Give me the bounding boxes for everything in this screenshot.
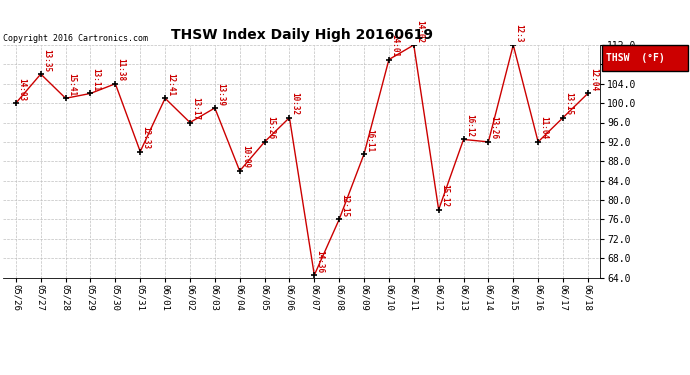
Text: 10:32: 10:32 [290, 92, 299, 116]
Text: 14:03: 14:03 [17, 78, 26, 101]
Text: 16:12: 16:12 [465, 114, 474, 137]
Text: 15:26: 15:26 [266, 116, 275, 140]
Text: 14:36: 14:36 [315, 250, 324, 273]
Text: 10:09: 10:09 [241, 146, 250, 169]
Text: 12:41: 12:41 [166, 73, 175, 96]
Text: 12:04: 12:04 [589, 68, 598, 91]
Text: 15:12: 15:12 [440, 184, 449, 207]
Text: 13:17: 13:17 [191, 97, 200, 120]
Text: 16:11: 16:11 [365, 129, 374, 152]
Text: 13:15: 13:15 [564, 92, 573, 116]
Text: 11:38: 11:38 [117, 58, 126, 81]
Text: 12:3: 12:3 [515, 24, 524, 43]
Text: 11:04: 11:04 [540, 116, 549, 140]
Text: 15:41: 15:41 [67, 73, 76, 96]
Title: THSW Index Daily High 20160619: THSW Index Daily High 20160619 [171, 28, 433, 42]
Text: 14:01: 14:01 [390, 34, 399, 57]
Text: 12:33: 12:33 [141, 126, 150, 149]
Text: 13:39: 13:39 [216, 82, 225, 106]
Text: 13:11: 13:11 [92, 68, 101, 91]
Text: 14:02: 14:02 [415, 20, 424, 43]
Text: 13:35: 13:35 [42, 49, 51, 72]
Text: THSW  (°F): THSW (°F) [606, 53, 664, 63]
Text: Copyright 2016 Cartronics.com: Copyright 2016 Cartronics.com [3, 34, 148, 43]
Text: 13:26: 13:26 [490, 116, 499, 140]
Text: 12:15: 12:15 [340, 194, 349, 217]
